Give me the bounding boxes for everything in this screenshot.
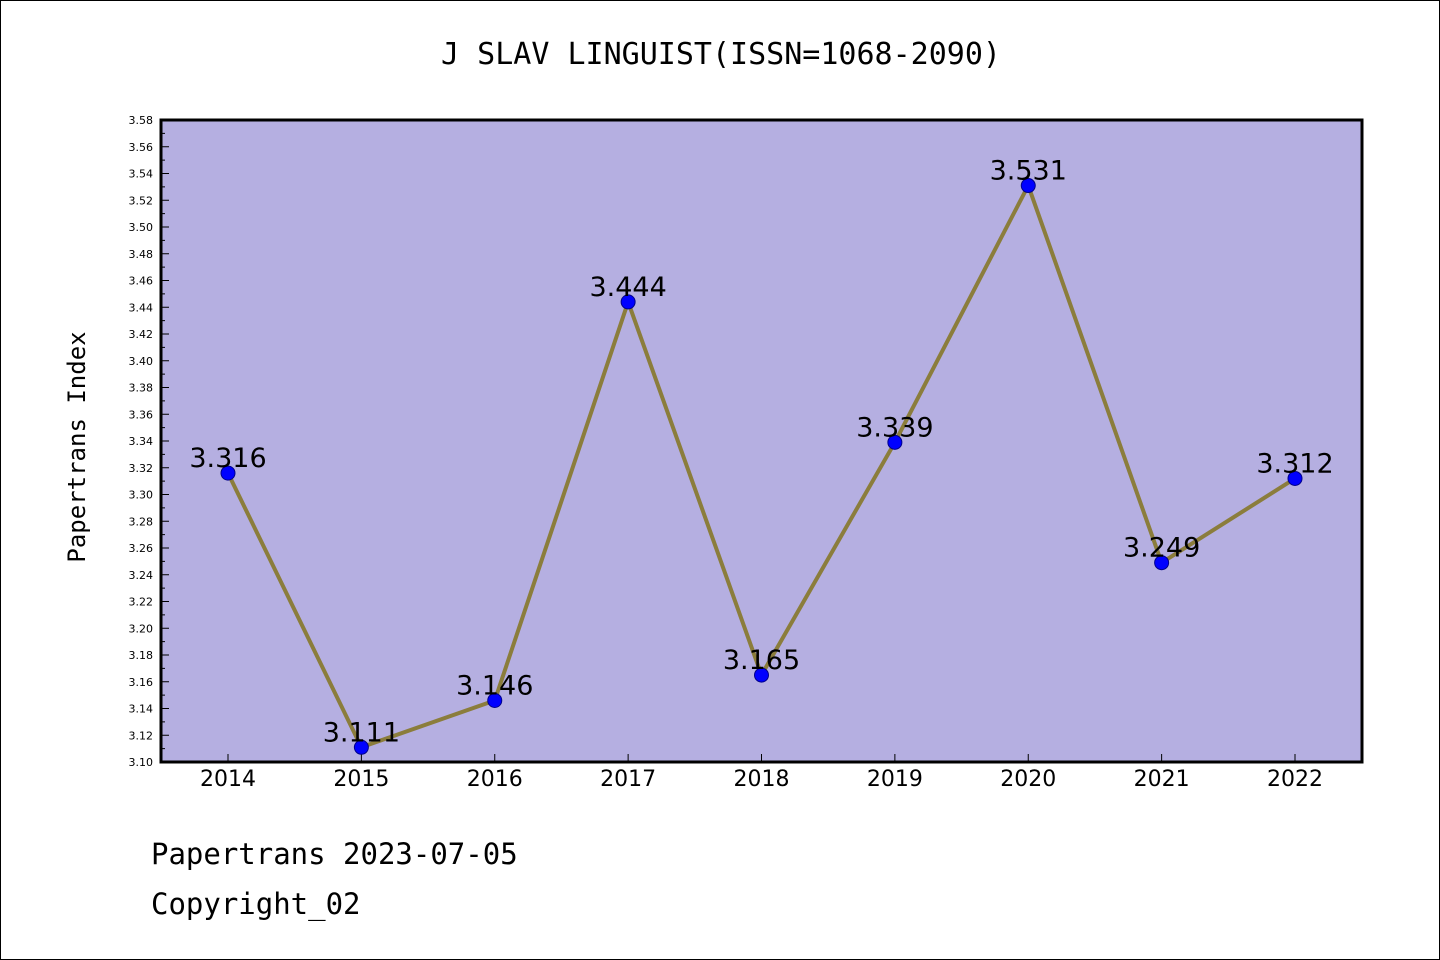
data-point [220, 465, 236, 481]
data-point [1154, 555, 1170, 571]
y-tick-label: 3.30 [129, 489, 154, 502]
y-tick-label: 3.16 [129, 676, 154, 689]
plot-frame [159, 118, 1364, 764]
x-tick-label: 2020 [1000, 767, 1056, 792]
data-point [754, 667, 769, 683]
y-tick-label: 3.46 [129, 275, 154, 288]
y-tick-label: 3.38 [129, 382, 154, 395]
data-point [353, 739, 369, 755]
x-tick-label: 2016 [467, 767, 523, 792]
data-label: 3.339 [856, 412, 933, 443]
footer-copyright: Copyright_02 [151, 887, 361, 921]
chart-title: J SLAV LINGUIST(ISSN=1068-2090) [441, 37, 1001, 72]
y-tick-label: 3.26 [129, 542, 154, 555]
data-label: 3.111 [323, 717, 400, 748]
data-label: 3.165 [723, 645, 800, 676]
y-tick-label: 3.48 [129, 248, 154, 261]
y-tick-label: 3.12 [129, 729, 154, 742]
y-tick-label: 3.52 [129, 194, 154, 207]
x-tick-label: 2018 [734, 767, 790, 792]
data-point [620, 294, 636, 310]
y-tick-label: 3.50 [129, 221, 154, 234]
x-tick-label: 2019 [867, 767, 923, 792]
y-axis: 3.10 3.12 3.14 3.16 3.18 3.20 3.22 3.24 3.26 3.28… [129, 114, 169, 769]
data-label: 3.444 [589, 272, 666, 303]
y-tick-label: 3.32 [129, 462, 154, 475]
y-tick-label: 3.44 [129, 301, 154, 314]
data-label: 3.312 [1256, 448, 1333, 479]
y-tick-label: 3.40 [129, 355, 154, 368]
x-tick-label: 2021 [1134, 767, 1190, 792]
y-tick-label: 3.14 [129, 703, 154, 716]
data-point [1020, 178, 1036, 194]
y-tick-label: 3.24 [129, 569, 154, 582]
y-tick-label: 3.58 [129, 114, 154, 127]
series-group: 3.316 3.111 3.146 3.444 3.165 3.339 3.531 3.249… [189, 156, 1334, 755]
data-label: 3.249 [1123, 533, 1200, 564]
data-label: 3.531 [990, 156, 1067, 187]
x-tick-label: 2022 [1267, 767, 1323, 792]
y-tick-label: 3.18 [129, 649, 154, 662]
footer-date: Papertrans 2023-07-05 [151, 837, 518, 871]
x-tick-label: 2017 [600, 767, 656, 792]
y-tick-label: 3.20 [129, 622, 154, 635]
data-point [1287, 470, 1303, 486]
y-tick-label: 3.34 [129, 435, 154, 448]
x-axis: 2014 2015 2016 2017 2018 2019 2020 2021 2022 [200, 754, 1323, 792]
data-label: 3.146 [456, 670, 533, 701]
data-point [887, 434, 903, 450]
x-tick-label: 2014 [200, 767, 256, 792]
y-tick-label: 3.10 [129, 756, 154, 769]
y-tick-label: 3.54 [129, 168, 154, 181]
y-tick-label: 3.56 [129, 141, 154, 154]
x-tick-label: 2015 [333, 767, 389, 792]
y-tick-label: 3.22 [129, 596, 154, 609]
y-tick-label: 3.36 [129, 408, 154, 421]
data-label: 3.316 [189, 443, 266, 474]
plot-area [161, 120, 1362, 762]
y-tick-label: 3.28 [129, 515, 154, 528]
data-point [487, 692, 503, 708]
y-tick-label: 3.42 [129, 328, 154, 341]
